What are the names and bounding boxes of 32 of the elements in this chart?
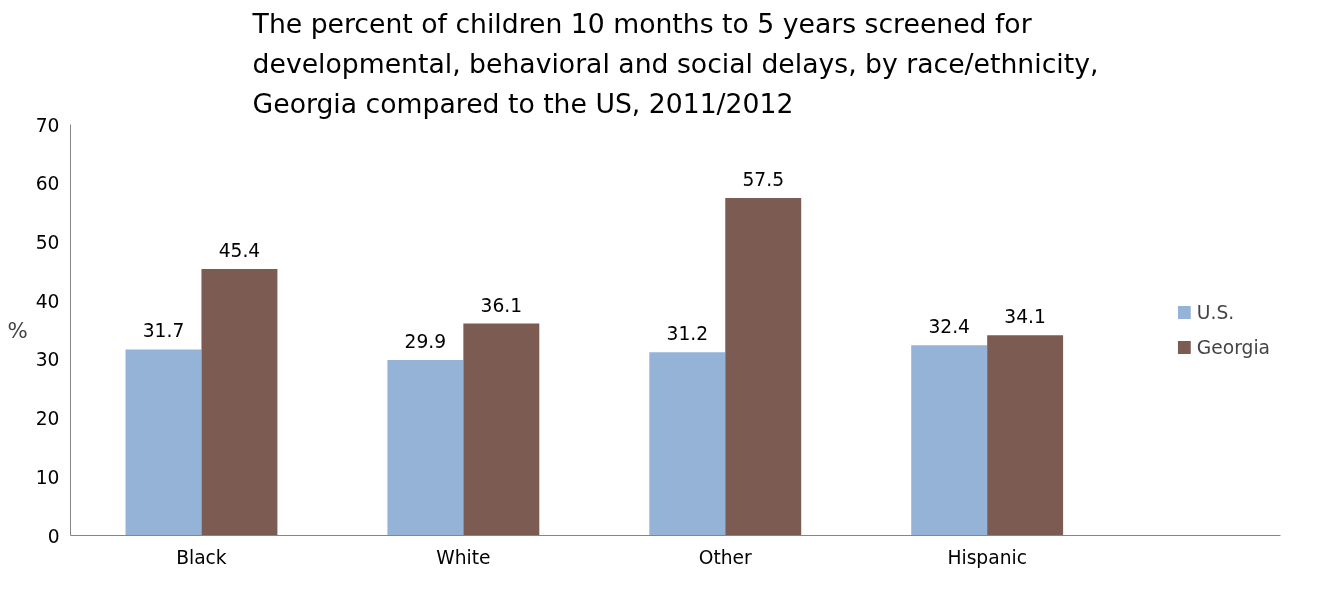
data-label: 31.7 [142,320,185,342]
bar [201,268,278,536]
chart-title: The percent of children 10 months to 5 years screened for developmental, behavioral and social delays, by race/ethnicity, Georgia compared to the US, 2011/2012 [251,7,1099,120]
bar [463,323,540,536]
legend-label: U.S. [1196,301,1235,323]
y-tick-label: 50 [35,231,60,253]
data-label: 34.1 [1004,306,1046,328]
x-tick-label: Other [698,546,753,568]
data-label: 31.2 [666,323,709,345]
y-tick-label: 60 [35,173,60,195]
y-axis-title: % [7,317,28,343]
bar [649,352,726,536]
y-tick-label: 10 [35,466,60,488]
y-tick-label: 40 [35,290,60,312]
legend-label: Georgia [1196,336,1270,358]
x-tick-label: Hispanic [947,546,1027,568]
bar [125,349,202,536]
data-label: 36.1 [480,294,523,316]
y-tick-label: 0 [47,525,60,547]
data-label: 45.4 [218,239,261,261]
y-tick-label: 30 [35,349,60,371]
bar [987,335,1064,536]
data-label: 29.9 [404,330,447,352]
x-tick-label: Black [176,546,227,568]
data-label: 32.4 [928,316,970,338]
bar [725,197,802,536]
bar [387,359,464,536]
bar [911,345,988,536]
y-tick-label: 20 [35,408,60,430]
x-tick-label: White [436,546,491,568]
data-label: 57.5 [742,168,785,190]
y-tick-label: 70 [35,114,60,136]
